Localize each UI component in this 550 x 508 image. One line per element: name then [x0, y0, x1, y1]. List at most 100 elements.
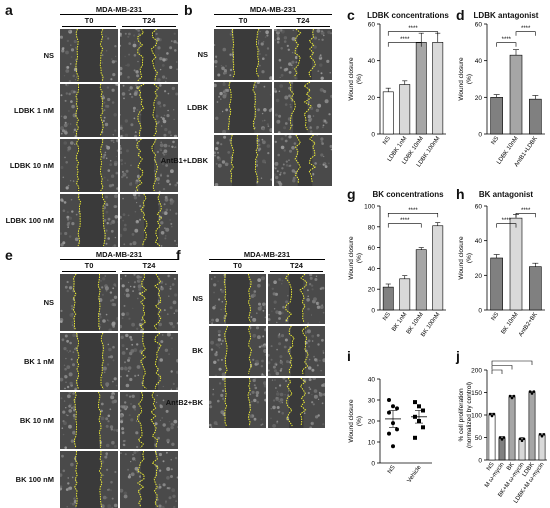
chart-j-category-label: NS: [486, 462, 496, 472]
micrograph-f-1-T0: [209, 326, 266, 376]
chart-g-bar: [432, 225, 444, 311]
chart-h-ytick-label: 20: [475, 273, 483, 280]
grid-a-row-label: NS: [43, 50, 54, 60]
chart-d-sig-label: ****: [502, 37, 512, 43]
chart-c-bar: [399, 84, 411, 135]
grid-e-column-rule: [122, 271, 176, 272]
chart-g-sig-label: ****: [400, 218, 410, 224]
grid-a-row-label: LDBK 100 nM: [5, 215, 54, 225]
panel-label-a: a: [5, 2, 13, 18]
chart-i-category-label: Vehicle: [407, 464, 423, 484]
chart-c-ytick-label: 0: [371, 132, 375, 139]
chart-g-ytick-label: 80: [368, 224, 376, 231]
chart-j-ytick-label: 0: [478, 458, 482, 465]
chart-i-point: [395, 427, 399, 432]
chart-i-ylabel: Wound closure: [348, 399, 355, 443]
chart-d-bar: [529, 98, 542, 135]
chart-d-ytick-label: 60: [475, 22, 483, 29]
micrograph-b-0-T0: [214, 29, 272, 80]
chart-j-ylabel: % cell proliferation: [458, 388, 465, 441]
chart-i-point: [391, 444, 395, 449]
chart-i-point: [413, 400, 417, 405]
micrograph-b-1-T0: [214, 82, 272, 133]
grid-b-column-T0: T0: [238, 16, 248, 25]
chart-h-category-label: BK 10nM: [501, 312, 520, 336]
grid-f-column-rule: [211, 271, 264, 272]
chart-c-sig-label: ****: [408, 26, 418, 32]
chart-i-ylabel: (%): [356, 416, 363, 426]
chart-title-d: LDBK antagonist: [473, 11, 539, 20]
grid-a-column-rule: [62, 26, 116, 27]
chart-i-category-label: NS: [387, 465, 397, 475]
chart-j-bar: [518, 439, 526, 461]
panel-label-h: h: [456, 186, 465, 202]
grid-b-column-T24: T24: [296, 16, 310, 25]
grid-e-header-rule: [60, 259, 178, 260]
chart-d-ytick-label: 0: [478, 132, 482, 139]
chart-g-ytick-label: 20: [368, 287, 376, 294]
chart-h-bar: [529, 266, 542, 311]
chart-i-point: [421, 425, 425, 430]
chart-j-point: [502, 436, 506, 439]
grid-b-cell-line: MDA-MB-231: [249, 5, 297, 14]
grid-b-header-rule: [214, 14, 332, 15]
micrograph-b-1-T24: [274, 82, 332, 133]
micrograph-a-2-T0: [60, 139, 118, 192]
chart-i-point: [387, 410, 391, 415]
grid-e-row-label: BK 10 nM: [19, 415, 54, 425]
micrograph-f-0-T0: [209, 274, 266, 324]
chart-h-ylabel: Wound closure: [458, 236, 465, 280]
micrograph-e-1-T0: [60, 333, 118, 390]
chart-d-bar: [490, 97, 503, 135]
chart-j-point: [542, 432, 546, 436]
grid-a-column-rule: [122, 26, 176, 27]
grid-f-column-T0: T0: [233, 261, 242, 270]
chart-c-category-label: NS: [382, 136, 392, 146]
chart-j-sig-bracket: [491, 369, 503, 374]
chart-i-point: [413, 435, 417, 440]
panel-label-j: j: [456, 348, 460, 364]
chart-j-point: [508, 394, 512, 398]
micrograph-b-2-T0: [214, 135, 272, 186]
chart-j-point: [500, 438, 504, 441]
grid-f-cell-line: MDA-MB-231: [243, 250, 291, 259]
chart-j-bar: [498, 438, 506, 461]
chart-j-ylabel: (normalized by control): [466, 382, 473, 448]
micrograph-a-1-T24: [120, 84, 178, 137]
chart-i-point: [387, 431, 391, 436]
chart-j-point: [518, 437, 522, 441]
chart-d-ylabel: (%): [466, 74, 473, 84]
chart-g-ytick-label: 100: [364, 204, 375, 211]
chart-h-sig-label: ****: [521, 208, 531, 214]
panel-label-b: b: [184, 2, 193, 18]
chart-j-point: [530, 392, 534, 395]
chart-i-ytick-label: 30: [368, 398, 376, 405]
chart-j-ytick-label: 100: [471, 413, 482, 420]
chart-j-point: [522, 437, 526, 441]
grid-e-column-T0: T0: [84, 261, 94, 270]
panel-label-i: i: [347, 348, 351, 364]
chart-g-sig-bracket: [387, 223, 422, 228]
chart-i-point: [417, 404, 421, 409]
micrograph-e-2-T0: [60, 392, 118, 449]
panel-label-e: e: [5, 247, 13, 263]
chart-i-ytick-label: 20: [368, 419, 376, 426]
chart-c-bar: [415, 42, 427, 135]
chart-j-point: [488, 412, 492, 416]
chart-j-bar: [508, 396, 516, 461]
chart-h-ylabel: (%): [466, 253, 473, 263]
chart-c-sig-bracket: [387, 42, 422, 47]
grid-a-column-T24: T24: [142, 16, 156, 25]
chart-d-sig-label: ****: [521, 26, 531, 32]
chart-j-bar: [538, 434, 546, 461]
chart-j-point: [492, 412, 496, 416]
chart-j-bar: [488, 414, 496, 461]
chart-i-point: [391, 404, 395, 409]
grid-e-column-T24: T24: [142, 261, 156, 270]
grid-f-row-label: NS: [192, 294, 203, 303]
micrograph-a-3-T0: [60, 194, 118, 247]
chart-c-sig-label: ****: [400, 37, 410, 43]
micrograph-a-1-T0: [60, 84, 118, 137]
chart-j-point: [532, 390, 536, 393]
